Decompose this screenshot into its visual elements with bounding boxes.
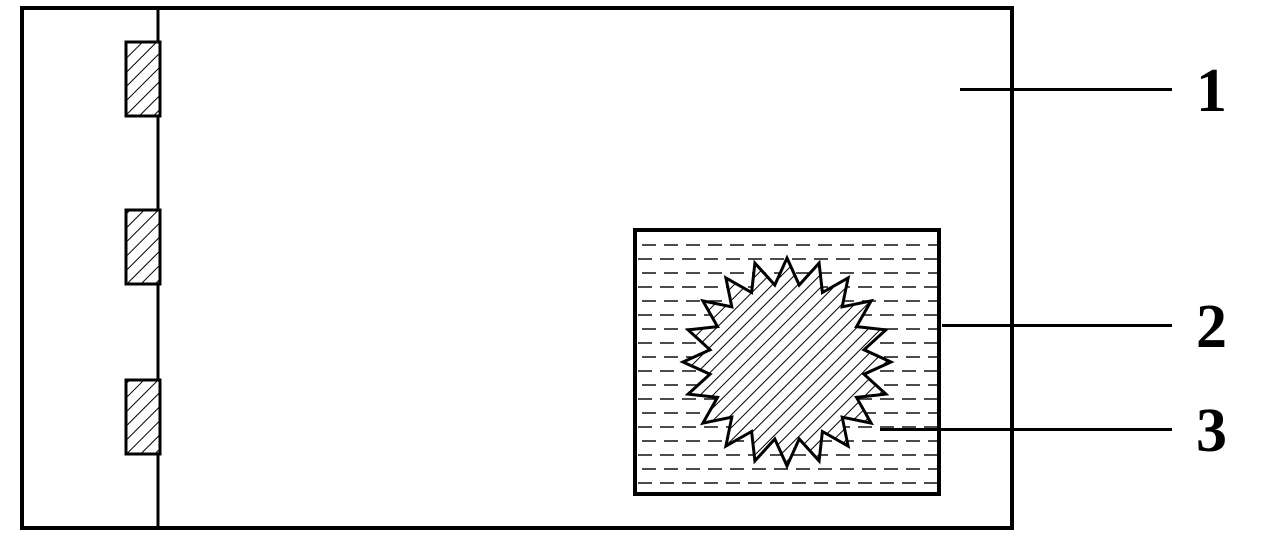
leader-2 (942, 324, 1172, 327)
leader-1 (960, 88, 1172, 91)
leader-3 (880, 428, 1172, 431)
figure-svg (0, 0, 1271, 536)
callout-label-3: 3 (1196, 400, 1227, 462)
callout-label-1: 1 (1196, 60, 1227, 122)
callout-label-2: 2 (1196, 296, 1227, 358)
binding-block-3 (126, 380, 160, 454)
diagram-canvas: 1 2 3 (0, 0, 1271, 536)
binding-block-1 (126, 42, 160, 116)
binding-block-2 (126, 210, 160, 284)
